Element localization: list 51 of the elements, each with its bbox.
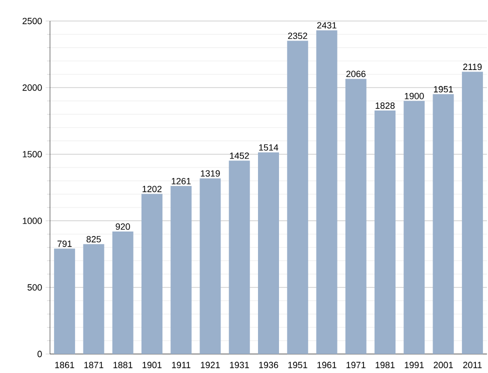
y-tick-label: 2000 — [22, 84, 42, 91]
x-tick-label: 1901 — [142, 362, 162, 368]
bar — [462, 72, 483, 354]
x-tick-label: 1921 — [200, 362, 220, 368]
x-tick-label: 1981 — [376, 362, 395, 368]
bar — [345, 78, 366, 354]
x-tick-label: 2011 — [463, 362, 482, 368]
x-tick-label: 1871 — [84, 362, 104, 368]
data-label: 1202 — [142, 186, 162, 192]
bar — [228, 160, 250, 354]
data-label: 2352 — [288, 32, 308, 40]
data-label: 1514 — [259, 144, 278, 151]
bar — [404, 100, 425, 354]
y-tick-label: 1000 — [22, 218, 42, 224]
data-label: 1452 — [230, 152, 249, 159]
bar — [258, 152, 279, 354]
x-tick-label: 2001 — [434, 362, 453, 368]
bar — [54, 248, 76, 354]
data-label: 825 — [86, 236, 101, 242]
x-tick-label: 1881 — [114, 362, 132, 368]
x-tick-label: 1961 — [317, 362, 336, 368]
y-tick-label: 1500 — [22, 151, 42, 158]
data-label: 2431 — [317, 22, 336, 28]
data-label: 1828 — [376, 102, 395, 109]
x-tick-label: 1971 — [346, 362, 366, 368]
data-label: 1319 — [200, 170, 220, 177]
bar — [112, 231, 134, 354]
y-tick-label: 2500 — [22, 18, 42, 24]
x-tick-label: 1951 — [288, 362, 308, 368]
data-label: 1261 — [172, 178, 191, 184]
bar — [374, 110, 396, 354]
bar — [83, 244, 104, 354]
data-label: 920 — [116, 223, 130, 230]
bar — [287, 40, 308, 354]
data-label: 2066 — [346, 70, 366, 78]
x-tick-label: 1936 — [259, 362, 278, 368]
y-tick-label: 0 — [38, 350, 42, 358]
data-label: 2119 — [463, 64, 482, 70]
bar — [200, 178, 221, 354]
y-tick-label: 500 — [28, 284, 42, 291]
x-tick-label: 1931 — [230, 362, 249, 368]
data-label: 1900 — [404, 92, 424, 100]
data-label: 791 — [58, 240, 72, 247]
x-tick-label: 1991 — [404, 362, 424, 368]
bar — [316, 30, 338, 354]
bar — [141, 194, 162, 354]
x-tick-label: 1861 — [55, 362, 74, 368]
x-tick-label: 1911 — [172, 362, 190, 368]
bar — [170, 186, 192, 354]
data-label: 1951 — [434, 86, 453, 92]
bar — [432, 94, 454, 354]
